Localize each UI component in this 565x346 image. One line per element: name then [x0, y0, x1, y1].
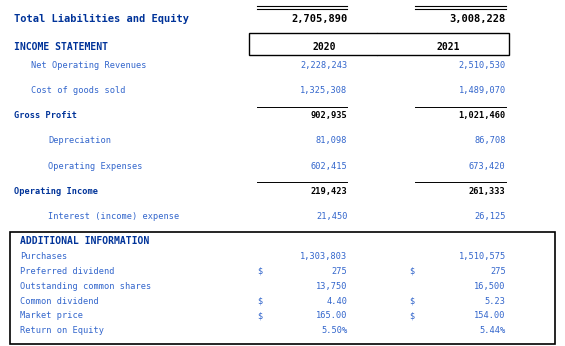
Text: 1,325,308: 1,325,308	[300, 86, 347, 95]
Text: 219,423: 219,423	[311, 187, 347, 196]
Text: Purchases: Purchases	[20, 252, 67, 261]
Text: 70,562: 70,562	[474, 263, 506, 272]
Text: 5.23: 5.23	[485, 297, 506, 306]
Text: 86,708: 86,708	[474, 136, 506, 145]
Text: 2020: 2020	[312, 42, 336, 52]
Text: 138,581: 138,581	[311, 288, 347, 297]
Text: INCOME STATEMENT: INCOME STATEMENT	[14, 42, 108, 52]
Text: ADDITIONAL INFORMATION: ADDITIONAL INFORMATION	[20, 236, 149, 246]
Text: 602,415: 602,415	[311, 162, 347, 171]
Text: 2,705,890: 2,705,890	[291, 14, 347, 24]
Text: 165.00: 165.00	[316, 311, 347, 320]
Text: Market price: Market price	[20, 311, 83, 320]
Text: 5.44%: 5.44%	[480, 326, 506, 335]
Text: Net Income: Net Income	[14, 288, 67, 297]
Text: Outstanding common shares: Outstanding common shares	[20, 282, 151, 291]
Text: $: $	[410, 297, 415, 306]
Text: 3,008,228: 3,008,228	[449, 14, 506, 24]
Text: 81,098: 81,098	[316, 136, 347, 145]
FancyBboxPatch shape	[10, 232, 555, 344]
Text: Operating Income: Operating Income	[14, 187, 98, 196]
Text: Depreciation: Depreciation	[48, 136, 111, 145]
Text: 13,750: 13,750	[316, 282, 347, 291]
Text: Interest (income) expense: Interest (income) expense	[48, 212, 179, 221]
Text: 673,420: 673,420	[469, 162, 506, 171]
Text: 21,450: 21,450	[316, 212, 347, 221]
Text: Preferred dividend: Preferred dividend	[20, 267, 114, 276]
Text: Common dividend: Common dividend	[20, 297, 98, 306]
Text: Income Tax: Income Tax	[48, 263, 101, 272]
Text: Return on Equity: Return on Equity	[20, 326, 104, 335]
Text: -: -	[499, 35, 506, 45]
Text: 275: 275	[490, 267, 506, 276]
Text: Operating Expenses: Operating Expenses	[48, 162, 142, 171]
Text: $: $	[410, 267, 415, 276]
Text: 197,973: 197,973	[311, 237, 347, 246]
Text: 1,510,575: 1,510,575	[458, 252, 506, 261]
Text: 1,303,803: 1,303,803	[300, 252, 347, 261]
Text: 2021: 2021	[437, 42, 460, 52]
Text: Total Liabilities and Equity: Total Liabilities and Equity	[14, 14, 189, 24]
Text: 59,392: 59,392	[316, 263, 347, 272]
Text: 235,208: 235,208	[469, 237, 506, 246]
Text: $: $	[257, 267, 262, 276]
Text: -: -	[341, 35, 347, 45]
Text: 261,333: 261,333	[469, 187, 506, 196]
Text: 2,228,243: 2,228,243	[300, 61, 347, 70]
Text: 26,125: 26,125	[474, 212, 506, 221]
Text: Cost of goods sold: Cost of goods sold	[31, 86, 125, 95]
Text: Gross Profit: Gross Profit	[14, 111, 77, 120]
Text: 154.00: 154.00	[474, 311, 506, 320]
FancyBboxPatch shape	[249, 33, 508, 55]
Text: 5.50%: 5.50%	[321, 326, 347, 335]
Text: $: $	[257, 297, 262, 306]
Text: 16,500: 16,500	[474, 282, 506, 291]
Text: 1,489,070: 1,489,070	[458, 86, 506, 95]
Text: $: $	[257, 311, 262, 320]
Text: Income Before Income Taxes: Income Before Income Taxes	[14, 237, 151, 246]
Text: 164,645: 164,645	[469, 288, 506, 297]
Text: 902,935: 902,935	[311, 111, 347, 120]
Text: Net Operating Revenues: Net Operating Revenues	[31, 61, 146, 70]
Text: $: $	[410, 311, 415, 320]
Text: 275: 275	[332, 267, 347, 276]
Text: 1,021,460: 1,021,460	[458, 111, 506, 120]
Text: 4.40: 4.40	[327, 297, 347, 306]
Text: 2,510,530: 2,510,530	[458, 61, 506, 70]
